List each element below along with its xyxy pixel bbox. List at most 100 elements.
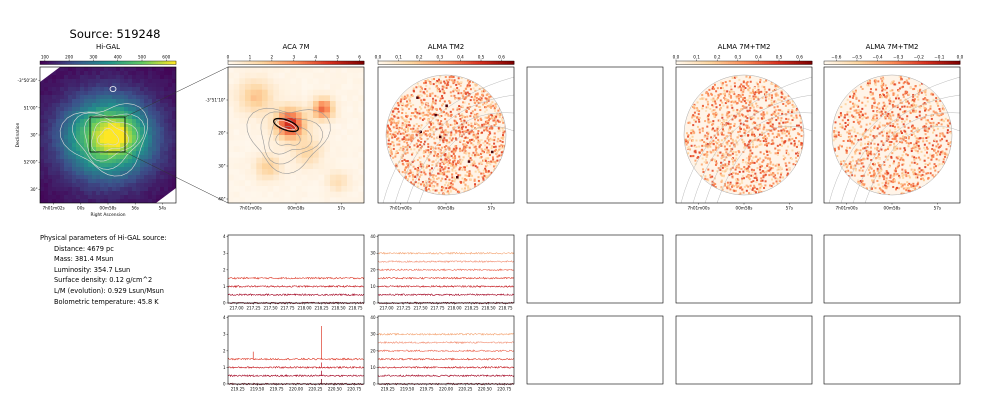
empty-panel <box>526 234 664 304</box>
colorbar-alma7m_tm2_b: −0.6 −0.5 −0.4 −0.3 −0.2 −0.1 0.0 <box>823 55 964 65</box>
colorbar-tick-label: 0.1 <box>395 55 402 60</box>
colorbar-tick-label: 0.4 <box>457 55 464 60</box>
colorbar-tick-label: 6 <box>358 55 361 60</box>
x-tick-label: 219.75 <box>420 387 434 392</box>
physical-parameters: Physical parameters of Hi-GAL source: Di… <box>40 233 167 307</box>
x-axis-label: Right Ascension <box>90 212 125 218</box>
spectrum-spec_tm2_2 <box>377 332 515 386</box>
y-tick-label: 4 <box>223 234 226 239</box>
zoom-box <box>89 116 126 153</box>
colorbar-tick-label: 0.0 <box>957 55 964 60</box>
colorbar-tick-label: −0.4 <box>872 55 883 60</box>
colorbar-tick-label: −0.3 <box>893 55 904 60</box>
x-tick-label: 57s <box>786 206 794 211</box>
series-line <box>377 293 515 297</box>
y-tick-label: 0 <box>223 382 226 387</box>
colorbar-tick-label: 0.0 <box>673 55 680 60</box>
x-tick-label: 218.00 <box>298 306 312 311</box>
x-tick-label: 218.50 <box>482 306 496 311</box>
series-line <box>377 332 515 336</box>
colorbar-tick-label: 200 <box>65 55 73 60</box>
x-tick-label: 00m58s <box>438 206 455 211</box>
map-edge <box>40 67 60 82</box>
heatmap-cells <box>228 67 364 203</box>
series-line <box>227 365 365 369</box>
colorbar-tick-label: 5 <box>336 55 339 60</box>
empty-panel <box>675 315 813 385</box>
x-tick-label: 217.00 <box>380 306 394 311</box>
colorbar-tick-label: 2 <box>271 55 274 60</box>
chart-title-aca7m: ACA 7M <box>282 43 309 51</box>
param-lm: L/M (evolution): 0.929 Lsun/Msun <box>54 286 164 295</box>
x-tick-label: 218.50 <box>332 306 346 311</box>
x-ticks-higal: 7h01m02s 00s 00m58s 56s 54s <box>42 203 166 211</box>
disc-contours <box>382 76 515 204</box>
y-tick-label: 30 <box>370 332 376 337</box>
y-tick-label: 4 <box>223 315 226 320</box>
y-tick-label: 40 <box>370 315 376 320</box>
zoom-connector <box>124 66 229 118</box>
colorbar-tick-label: 0.5 <box>776 55 783 60</box>
x-tick-label: 218.75 <box>499 306 513 311</box>
x-tick-label: 00m58s <box>736 206 753 211</box>
colorbar-tick-label: 0 <box>227 55 230 60</box>
colorbar-tick-label: 1 <box>249 55 252 60</box>
y-ticks-spec_tm2_2: 0 10 20 30 40 <box>370 315 378 387</box>
colorbar-tick-label: 400 <box>114 55 122 60</box>
y-tick-label: 52'00" <box>24 160 38 165</box>
x-tick-label: 00m58s <box>288 206 305 211</box>
series-line <box>227 276 365 280</box>
disc-contours <box>680 76 813 204</box>
zoom-connector <box>124 151 229 204</box>
primary-beam <box>385 74 507 196</box>
y-tick-label: 2 <box>223 267 226 272</box>
x-tick-label: 217.75 <box>281 306 295 311</box>
series-line <box>227 284 364 288</box>
x-tick-label: 00m58s <box>100 206 117 211</box>
frame-spec_tm2_1 <box>377 234 515 304</box>
x-tick-label: 218.25 <box>465 306 479 311</box>
y-ticks-spec_aca_2: 0 1 2 3 4 <box>223 315 228 387</box>
x-tick-label: 220.75 <box>497 387 511 392</box>
y-tick-label: 40" <box>218 197 225 202</box>
disc-contours <box>828 76 961 204</box>
x-tick-label: 220.50 <box>328 387 342 392</box>
empty-panel <box>823 234 961 304</box>
x-tick-label: 220.25 <box>458 387 472 392</box>
colorbar-tick-label: −0.1 <box>934 55 945 60</box>
colorbar-tick-label: 100 <box>41 55 49 60</box>
y-tick-label: 3 <box>223 332 226 337</box>
colorbar-alma7m_tm2_a: 0.0 0.1 0.2 0.3 0.4 0.5 0.6 <box>673 55 813 65</box>
y-tick-label: 40 <box>370 234 376 239</box>
y-tick-label: 30" <box>218 164 225 169</box>
y-tick-label: -3°50'30" <box>17 78 37 83</box>
empty-panel <box>675 234 813 304</box>
x-tick-label: 56s <box>131 206 139 211</box>
series-line <box>377 349 515 353</box>
primary-beam <box>831 74 953 196</box>
x-tick-label: 7h01m00s <box>390 206 412 211</box>
params-heading: Physical parameters of Hi-GAL source: <box>40 234 167 242</box>
y-ticks-spec_aca_1: 0 1 2 3 4 <box>223 234 228 306</box>
x-tick-label: 219.75 <box>270 387 284 392</box>
y-tick-label: 30 <box>370 251 376 256</box>
y-tick-label: 0 <box>223 301 226 306</box>
x-ticks-spec_tm2_1: 217.00 217.25 217.50 217.75 218.00 218.25 218.… <box>380 303 513 311</box>
series-line <box>227 374 365 378</box>
x-tick-label: 217.75 <box>431 306 445 311</box>
x-tick-label: 220.75 <box>347 387 361 392</box>
map-edge <box>156 188 176 203</box>
x-tick-label: 220.25 <box>308 387 322 392</box>
y-ticks-higal: -3°50'30" 51'00" 30" 52'00" 30" <box>17 78 40 192</box>
x-tick-label: 217.25 <box>247 306 261 311</box>
series-line <box>377 374 515 378</box>
x-tick-label: 220.00 <box>289 387 303 392</box>
y-ticks-spec_tm2_1: 0 10 20 30 40 <box>370 234 378 306</box>
series-line <box>377 365 515 369</box>
chart-title-alma7m_tm2_a: ALMA 7M+TM2 <box>718 43 771 51</box>
x-tick-label: 00m58s <box>884 206 901 211</box>
y-ticks-aca7m: -3°51'10" 20" 30" 40" <box>205 98 228 202</box>
param-mass: Mass: 381.4 Msun <box>54 255 114 264</box>
series-line <box>227 357 365 361</box>
